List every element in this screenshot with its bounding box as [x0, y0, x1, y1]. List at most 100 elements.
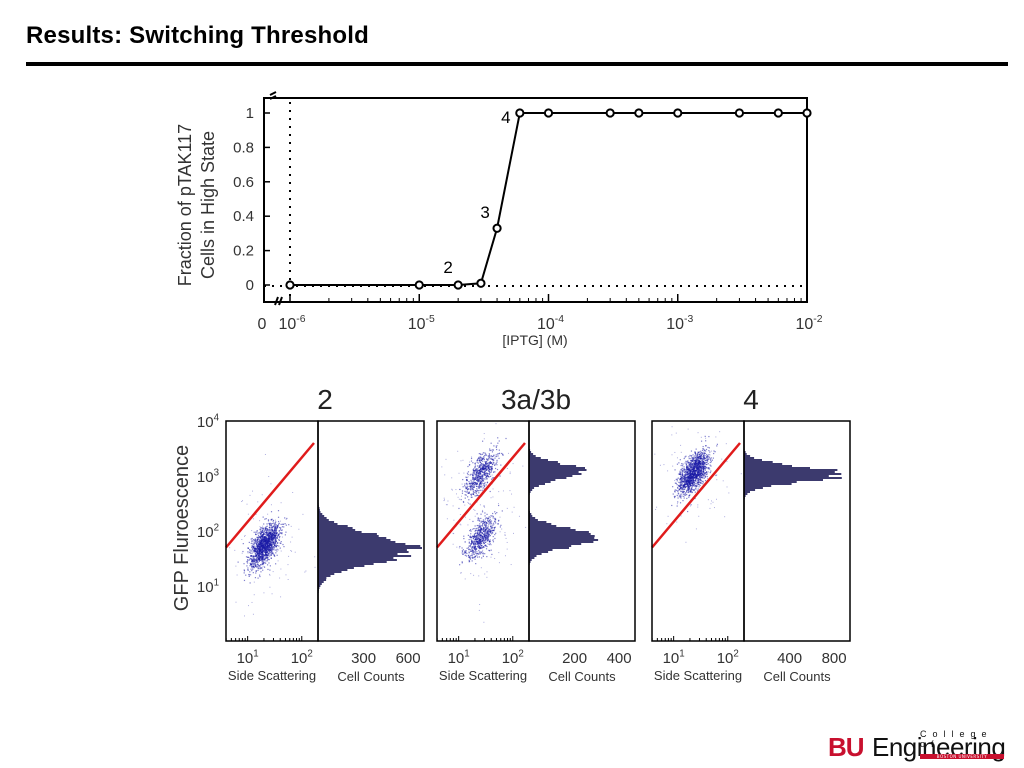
- scatter-point: [482, 549, 484, 551]
- scatter-point: [268, 538, 270, 540]
- scatter-point: [476, 537, 478, 539]
- scatter-point: [685, 467, 688, 469]
- scatter-point: [314, 566, 316, 568]
- scatter-point: [276, 527, 279, 529]
- scatter-point: [489, 523, 492, 525]
- scatter-point: [241, 501, 243, 503]
- scatter-point: [477, 530, 479, 532]
- scatter-point: [502, 490, 504, 492]
- scatter-point: [695, 460, 697, 463]
- scatter-point: [256, 550, 259, 552]
- scatter-point: [693, 481, 695, 483]
- scatter-point: [472, 550, 474, 552]
- scatter-point: [267, 519, 270, 521]
- scatter-point: [266, 556, 269, 559]
- scatter-point: [699, 470, 701, 472]
- scatter-point: [506, 541, 508, 543]
- scatter-point: [472, 493, 475, 495]
- scatter-point: [692, 460, 695, 462]
- scatter-point: [483, 484, 485, 486]
- scatter-point: [700, 471, 703, 473]
- scatter-point: [692, 489, 694, 491]
- scatter-point: [273, 533, 275, 535]
- scatter-point: [678, 473, 680, 475]
- scatter-point: [471, 553, 473, 555]
- scatter-point: [689, 462, 691, 465]
- scatter-point: [481, 511, 484, 513]
- scatter-point: [472, 476, 474, 478]
- scatter-point: [486, 458, 488, 460]
- scatter-point: [494, 537, 496, 540]
- scatter-point: [477, 524, 479, 527]
- scatter-point: [683, 475, 685, 477]
- scatter-point: [482, 552, 484, 555]
- scatter-point: [247, 552, 249, 554]
- scatter-point: [271, 544, 274, 546]
- scatter-point: [469, 474, 471, 476]
- scatter-point: [480, 525, 482, 527]
- scatter-point: [280, 502, 282, 504]
- scatter-point: [490, 471, 492, 473]
- scatter-point: [479, 543, 482, 545]
- scatter-point: [679, 484, 681, 486]
- scatter-point: [476, 489, 478, 491]
- scatter-point: [252, 556, 254, 558]
- scatter-point: [473, 540, 475, 543]
- scatter-point: [477, 540, 480, 543]
- scatter-point: [702, 459, 704, 461]
- scatter-point: [263, 546, 265, 548]
- scatter-point: [707, 464, 709, 466]
- scatter-point: [690, 470, 692, 472]
- scatter-point: [698, 466, 700, 468]
- scatter-point: [489, 541, 491, 543]
- scatter-point: [484, 544, 486, 547]
- scatter-point: [695, 462, 697, 464]
- scatter-point: [271, 526, 273, 528]
- scatter-point: [493, 529, 495, 531]
- scatter-point: [469, 544, 472, 546]
- scatter-point: [252, 568, 254, 570]
- scatter-point: [486, 532, 488, 535]
- scatter-point: [272, 545, 274, 548]
- scatter-point: [260, 527, 262, 529]
- scatter-point: [270, 535, 272, 537]
- scatter-point: [253, 557, 256, 559]
- scatter-point: [249, 549, 251, 551]
- scatter-point: [260, 559, 262, 561]
- scatter-point: [706, 471, 708, 473]
- scatter-point: [495, 445, 497, 447]
- scatter-point: [726, 461, 728, 463]
- scatter-point: [262, 556, 264, 558]
- scatter-point: [275, 544, 278, 546]
- scatter-point: [269, 532, 271, 534]
- scatter-point: [249, 574, 251, 576]
- scatter-x-tick-label: 101: [237, 648, 259, 667]
- scatter-point: [676, 505, 678, 507]
- scatter-point: [282, 523, 285, 525]
- scatter-point: [700, 480, 703, 482]
- scatter-point: [485, 538, 487, 540]
- scatter-point: [695, 478, 697, 480]
- scatter-point: [708, 456, 710, 458]
- scatter-point: [475, 476, 477, 478]
- scatter-point: [694, 476, 696, 478]
- scatter-point: [267, 537, 270, 539]
- scatter-point: [477, 539, 479, 541]
- scatter-point: [676, 494, 678, 496]
- scatter-point: [700, 462, 702, 464]
- scatter-point: [694, 452, 696, 454]
- scatter-point: [494, 463, 496, 465]
- scatter-point: [263, 537, 266, 539]
- scatter-point: [248, 559, 250, 561]
- scatter-point: [689, 469, 691, 471]
- scatter-point: [688, 485, 690, 488]
- scatter-point: [273, 527, 275, 529]
- scatter-point: [263, 532, 265, 534]
- scatter-point: [265, 557, 267, 559]
- scatter-point: [690, 455, 692, 457]
- scatter-point: [481, 546, 483, 548]
- scatter-point: [465, 479, 468, 481]
- scatter-point: [267, 545, 269, 547]
- scatter-x-tick-label: 102: [291, 648, 313, 667]
- scatter-point: [252, 518, 254, 520]
